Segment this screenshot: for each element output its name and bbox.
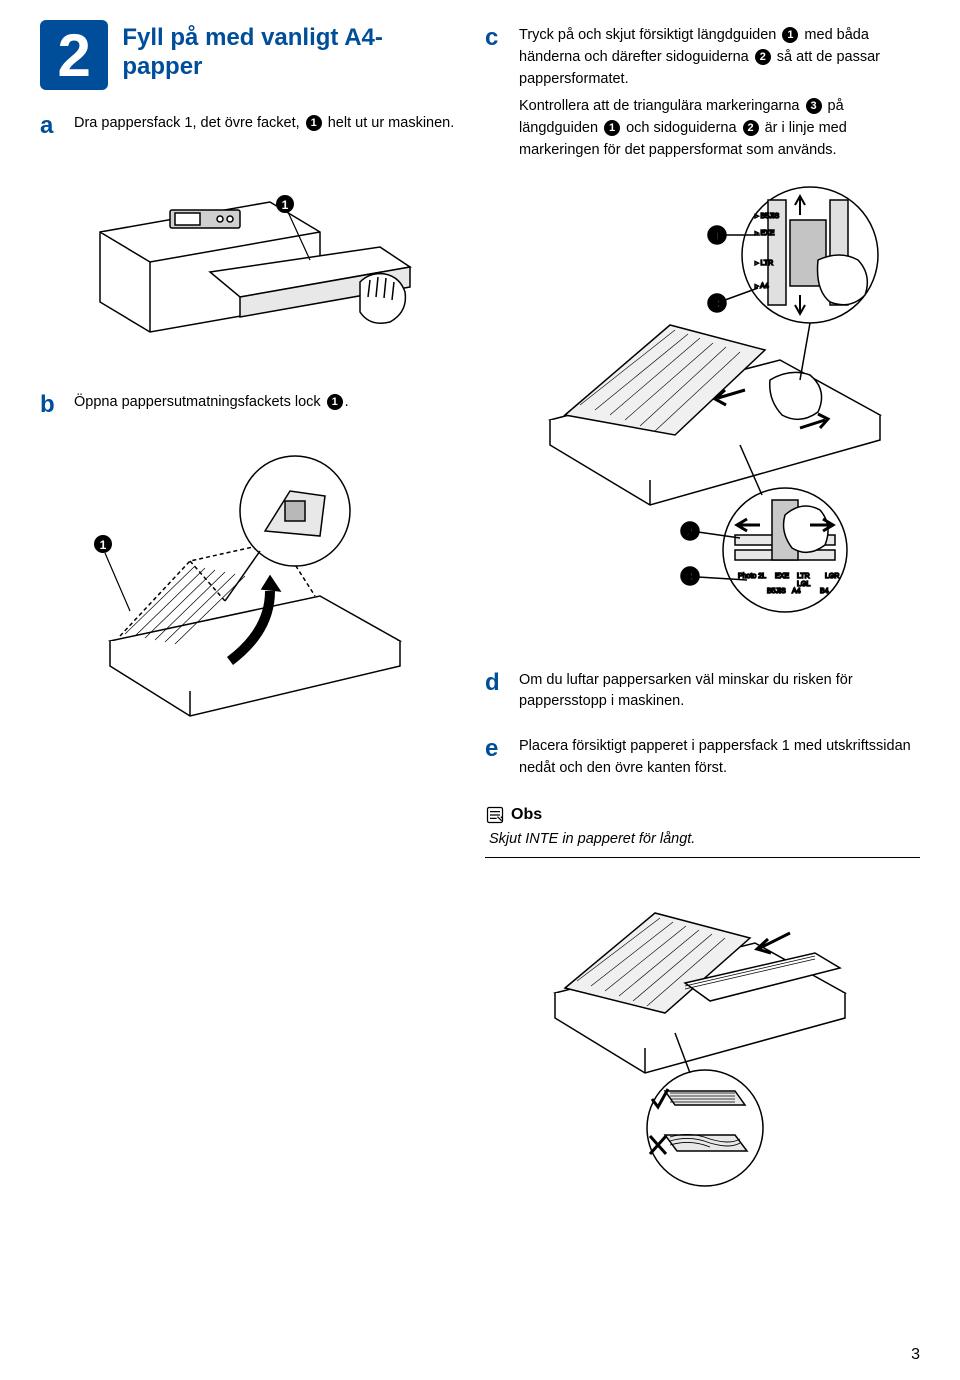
substep-letter-b: b bbox=[40, 387, 62, 423]
step-number-badge: 2 bbox=[40, 20, 108, 90]
callout-number-3: 3 bbox=[806, 98, 822, 114]
label-exe2: EXE bbox=[775, 573, 789, 580]
svg-text:1: 1 bbox=[100, 538, 107, 552]
diagram-c-guides: ▸ B5JIS ▸ EXE ▸ LTR ▸ A4 1 3 bbox=[500, 180, 920, 640]
text-fragment: Öppna pappersutmatningsfackets lock bbox=[74, 394, 325, 410]
label-lgl: LGL bbox=[797, 581, 810, 588]
substep-letter-c: c bbox=[485, 20, 507, 162]
substep-letter-e: e bbox=[485, 731, 507, 780]
substep-e-text: Placera försiktigt papperet i pappersfac… bbox=[519, 731, 920, 780]
label-lgr: LGR bbox=[825, 573, 839, 580]
label-b5jis2: B5JIS bbox=[767, 588, 786, 595]
substep-b-text: Öppna pappersutmatningsfackets lock 1. bbox=[74, 387, 455, 423]
diagram-e-load-paper bbox=[535, 873, 920, 1193]
label-b4: B4 bbox=[820, 588, 829, 595]
substep-b: b Öppna pappersutmatningsfackets lock 1. bbox=[40, 387, 455, 423]
note-title: Obs bbox=[511, 806, 542, 824]
substep-a-text: Dra pappersfack 1, det övre facket, 1 he… bbox=[74, 108, 455, 144]
callout-number-1: 1 bbox=[604, 120, 620, 136]
substep-c: c Tryck på och skjut försiktigt längdgui… bbox=[485, 20, 920, 162]
callout-number-1: 1 bbox=[782, 27, 798, 43]
callout-number-1: 1 bbox=[327, 394, 343, 410]
substep-e: e Placera försiktigt papperet i pappersf… bbox=[485, 731, 920, 780]
page-number: 3 bbox=[911, 1346, 920, 1364]
substep-a: a Dra pappersfack 1, det övre facket, 1 … bbox=[40, 108, 455, 144]
step-header: 2 Fyll på med vanligt A4-papper bbox=[40, 20, 455, 90]
label-exe: ▸ EXE bbox=[755, 230, 775, 237]
substep-c-text: Tryck på och skjut försiktigt längdguide… bbox=[519, 20, 920, 162]
label-a42: A4 bbox=[792, 588, 801, 595]
label-photo2l: Photo 2L bbox=[738, 573, 766, 580]
note-icon bbox=[485, 805, 505, 825]
callout-number-2: 2 bbox=[755, 49, 771, 65]
text-fragment: helt ut ur maskinen. bbox=[324, 115, 455, 131]
diagram-a-printer-pull-tray: 1 bbox=[70, 162, 455, 362]
note-obs: Obs Skjut INTE in papperet för långt. bbox=[485, 805, 920, 858]
diagram-b-open-cover: 1 bbox=[70, 441, 455, 741]
svg-text:3: 3 bbox=[714, 297, 721, 311]
substep-letter-a: a bbox=[40, 108, 62, 144]
svg-text:2: 2 bbox=[687, 525, 694, 539]
step-title: Fyll på med vanligt A4-papper bbox=[122, 20, 455, 82]
text-fragment: och sidoguiderna bbox=[622, 120, 741, 136]
note-body: Skjut INTE in papperet för långt. bbox=[485, 825, 920, 858]
text-fragment: Tryck på och skjut försiktigt längdguide… bbox=[519, 27, 780, 43]
callout-number-1: 1 bbox=[306, 115, 322, 131]
substep-d: d Om du luftar pappersarken väl minskar … bbox=[485, 665, 920, 714]
svg-text:1: 1 bbox=[714, 229, 721, 243]
substep-letter-d: d bbox=[485, 665, 507, 714]
callout-number-2: 2 bbox=[743, 120, 759, 136]
svg-text:1: 1 bbox=[282, 198, 289, 212]
svg-text:3: 3 bbox=[687, 570, 694, 584]
substep-d-text: Om du luftar pappersarken väl minskar du… bbox=[519, 665, 920, 714]
label-b5jis: ▸ B5JIS bbox=[755, 213, 779, 220]
text-fragment: Kontrollera att de triangulära markering… bbox=[519, 98, 804, 114]
text-fragment: . bbox=[345, 394, 349, 410]
label-ltr2: LTR bbox=[797, 573, 810, 580]
text-fragment: Dra pappersfack 1, det övre facket, bbox=[74, 115, 304, 131]
label-ltr: ▸ LTR bbox=[755, 260, 773, 267]
